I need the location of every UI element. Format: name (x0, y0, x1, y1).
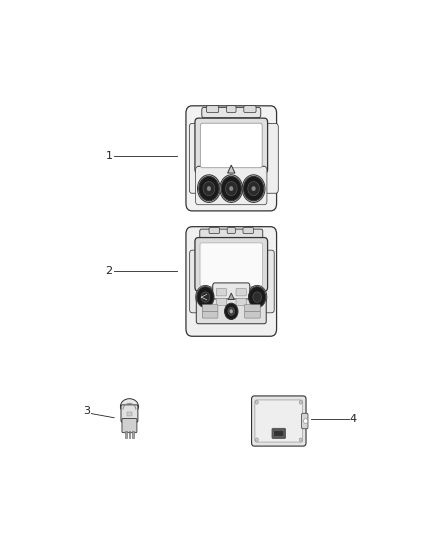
FancyBboxPatch shape (226, 106, 236, 112)
FancyBboxPatch shape (200, 243, 262, 286)
FancyBboxPatch shape (209, 228, 219, 233)
FancyBboxPatch shape (262, 250, 274, 313)
FancyBboxPatch shape (216, 298, 226, 306)
FancyBboxPatch shape (243, 228, 254, 233)
FancyBboxPatch shape (197, 166, 265, 174)
FancyBboxPatch shape (213, 283, 250, 311)
Bar (125, 431, 127, 439)
FancyBboxPatch shape (189, 124, 203, 193)
Circle shape (253, 292, 261, 302)
FancyBboxPatch shape (236, 288, 246, 296)
FancyBboxPatch shape (236, 298, 246, 306)
Circle shape (226, 182, 237, 196)
Polygon shape (228, 165, 235, 173)
FancyBboxPatch shape (186, 106, 276, 211)
FancyBboxPatch shape (202, 304, 218, 312)
FancyBboxPatch shape (200, 123, 262, 168)
Text: 3: 3 (84, 406, 91, 416)
Bar (127, 412, 132, 416)
FancyBboxPatch shape (122, 418, 137, 433)
Circle shape (228, 308, 235, 316)
FancyBboxPatch shape (302, 413, 308, 429)
FancyBboxPatch shape (121, 405, 138, 422)
Circle shape (255, 438, 258, 441)
Polygon shape (228, 293, 234, 300)
FancyBboxPatch shape (255, 400, 303, 442)
FancyBboxPatch shape (227, 228, 235, 233)
FancyBboxPatch shape (202, 311, 218, 318)
Bar (132, 431, 134, 439)
Text: 1: 1 (106, 151, 113, 161)
Bar (128, 431, 131, 439)
FancyBboxPatch shape (200, 229, 263, 238)
FancyBboxPatch shape (265, 124, 278, 193)
Circle shape (201, 292, 210, 302)
Circle shape (220, 175, 243, 203)
FancyBboxPatch shape (206, 106, 219, 112)
FancyBboxPatch shape (202, 107, 261, 118)
Circle shape (252, 187, 255, 191)
Ellipse shape (120, 399, 138, 414)
Circle shape (242, 175, 265, 203)
FancyBboxPatch shape (195, 118, 268, 173)
Circle shape (197, 287, 214, 308)
Circle shape (230, 187, 233, 191)
Circle shape (255, 401, 258, 404)
Circle shape (198, 175, 220, 203)
FancyBboxPatch shape (251, 396, 306, 446)
Circle shape (247, 285, 267, 309)
Circle shape (225, 303, 238, 319)
FancyBboxPatch shape (245, 304, 260, 312)
Circle shape (207, 187, 211, 191)
Circle shape (248, 182, 259, 196)
Circle shape (221, 176, 241, 201)
Circle shape (244, 176, 264, 201)
Text: 2: 2 (106, 266, 113, 276)
FancyBboxPatch shape (196, 299, 266, 324)
Text: 4: 4 (350, 414, 357, 424)
Circle shape (299, 438, 302, 441)
FancyBboxPatch shape (244, 106, 256, 112)
FancyBboxPatch shape (216, 288, 226, 296)
FancyBboxPatch shape (272, 429, 286, 439)
Circle shape (203, 182, 215, 196)
FancyBboxPatch shape (190, 250, 202, 313)
FancyBboxPatch shape (186, 227, 276, 336)
FancyBboxPatch shape (196, 166, 267, 205)
Circle shape (199, 176, 219, 201)
FancyBboxPatch shape (195, 238, 268, 291)
FancyBboxPatch shape (274, 430, 284, 437)
FancyBboxPatch shape (245, 311, 260, 318)
Circle shape (299, 401, 302, 404)
Circle shape (230, 310, 233, 313)
Circle shape (196, 285, 215, 309)
Circle shape (248, 287, 266, 308)
Circle shape (304, 418, 307, 424)
